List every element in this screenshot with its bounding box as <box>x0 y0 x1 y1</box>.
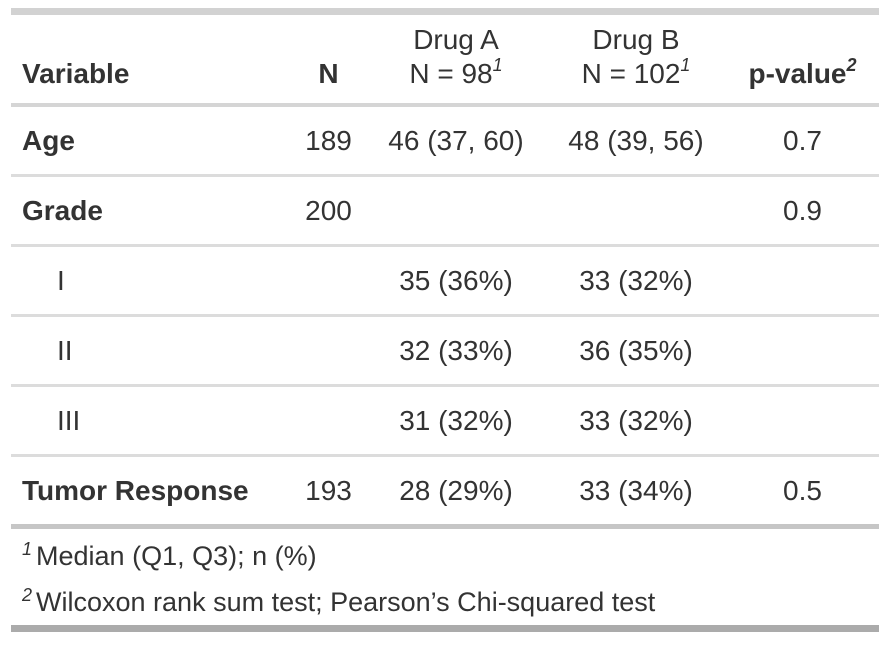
row-label: Grade <box>11 174 291 246</box>
footnote-1: 1 Median (Q1, Q3); n (%) <box>11 524 879 579</box>
cell-drug-b: 33 (32%) <box>546 244 726 316</box>
summary-table: Variable N Drug A N = 981 Drug B N = 102… <box>11 8 879 632</box>
table-body: Age 189 46 (37, 60) 48 (39, 56) 0.7 Grad… <box>11 105 879 527</box>
footnote-2: 2 Wilcoxon rank sum test; Pearson’s Chi-s… <box>11 579 879 629</box>
footnote-ref-1: 1 <box>680 55 691 75</box>
row-label: I <box>11 244 291 316</box>
column-header-n: N <box>291 11 366 107</box>
cell-drug-a: 31 (32%) <box>366 384 546 456</box>
footnote-1-marker: 1 <box>22 539 33 559</box>
cell-drug-a: 32 (33%) <box>366 314 546 386</box>
row-label: III <box>11 384 291 456</box>
cell-drug-b: 33 (32%) <box>546 384 726 456</box>
cell-drug-b: 36 (35%) <box>546 314 726 386</box>
cell-drug-b <box>546 174 726 246</box>
footnote-ref-1: 1 <box>492 55 503 75</box>
column-header-drug-a-title: Drug A <box>413 24 499 55</box>
cell-drug-a: 46 (37, 60) <box>388 125 524 156</box>
table-row-grade-i: I 35 (36%) 33 (32%) <box>11 244 879 316</box>
table-row-grade-iii: III 31 (32%) 33 (32%) <box>11 384 879 456</box>
row-label: Age <box>22 125 75 156</box>
cell-n: 200 <box>291 174 366 246</box>
cell-n <box>291 384 366 456</box>
cell-p-value <box>726 244 879 316</box>
table-row-tumor-response: Tumor Response 193 28 (29%) 33 (34%) 0.5 <box>11 454 879 527</box>
table-header: Variable N Drug A N = 981 Drug B N = 102… <box>11 11 879 107</box>
table-row-grade: Grade 200 0.9 <box>11 174 879 246</box>
footnote-row-1: 1 Median (Q1, Q3); n (%) <box>11 524 879 579</box>
cell-drug-b: 48 (39, 56) <box>568 125 704 156</box>
column-header-variable: Variable <box>11 11 291 107</box>
footnote-ref-2: 2 <box>846 55 857 75</box>
column-header-drug-b-title: Drug B <box>592 24 680 55</box>
column-header-variable-label: Variable <box>22 58 130 89</box>
cell-n <box>291 314 366 386</box>
table-footnotes: 1 Median (Q1, Q3); n (%) 2 Wilcoxon rank s… <box>11 524 879 629</box>
header-row: Variable N Drug A N = 981 Drug B N = 102… <box>11 11 879 107</box>
column-header-drug-b-n: N = 102 <box>581 58 681 89</box>
footnote-2-marker: 2 <box>22 585 33 605</box>
footnote-1-text: Median (Q1, Q3); n (%) <box>36 541 317 571</box>
column-header-drug-a: Drug A N = 981 <box>366 11 546 107</box>
cell-p-value <box>726 314 879 386</box>
cell-p-value <box>726 384 879 456</box>
table-row-age: Age 189 46 (37, 60) 48 (39, 56) 0.7 <box>11 105 879 176</box>
cell-n: 189 <box>305 125 352 156</box>
cell-n <box>291 244 366 316</box>
cell-p-value: 0.5 <box>726 454 879 527</box>
cell-drug-a: 28 (29%) <box>366 454 546 527</box>
cell-drug-b: 33 (34%) <box>546 454 726 527</box>
table-row-grade-ii: II 32 (33%) 36 (35%) <box>11 314 879 386</box>
cell-p-value: 0.7 <box>783 125 822 156</box>
footnote-2-text: Wilcoxon rank sum test; Pearson’s Chi-sq… <box>36 587 656 617</box>
column-header-drug-a-n: N = 98 <box>409 58 493 89</box>
cell-drug-a <box>366 174 546 246</box>
column-header-p-value: p-value2 <box>726 11 879 107</box>
column-header-n-label: N <box>318 58 339 89</box>
column-header-drug-b: Drug B N = 1021 <box>546 11 726 107</box>
row-label: II <box>11 314 291 386</box>
column-header-p-value-label: p-value <box>748 58 847 89</box>
cell-drug-a: 35 (36%) <box>366 244 546 316</box>
row-label: Tumor Response <box>11 454 291 527</box>
cell-n: 193 <box>291 454 366 527</box>
footnote-row-2: 2 Wilcoxon rank sum test; Pearson’s Chi-s… <box>11 579 879 629</box>
cell-p-value: 0.9 <box>726 174 879 246</box>
